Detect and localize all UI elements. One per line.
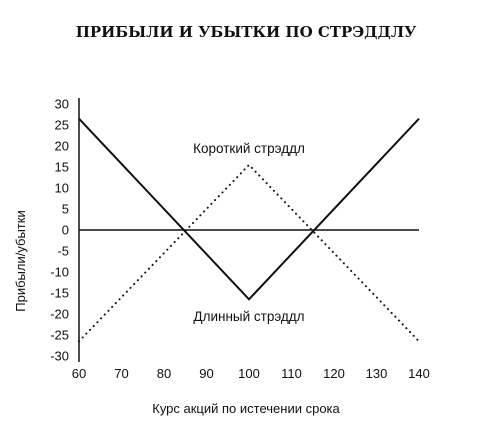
x-tick-label: 100 xyxy=(238,366,260,381)
y-tick-label: 20 xyxy=(55,139,69,154)
y-tick-label: 0 xyxy=(62,223,69,238)
series-labels: Короткий стрэддл Длинный стрэддл xyxy=(193,141,305,324)
short-straddle-line xyxy=(78,163,420,343)
y-tick-label: 5 xyxy=(62,202,69,217)
y-tick-label: 30 xyxy=(55,97,69,112)
series-layer xyxy=(78,118,420,343)
x-tick-label: 70 xyxy=(114,366,128,381)
y-tick-label: -15 xyxy=(50,286,69,301)
x-tick-label: 140 xyxy=(408,366,430,381)
y-tick-label: -30 xyxy=(50,349,69,364)
y-tick-label: -25 xyxy=(50,328,69,343)
x-tick-label: 90 xyxy=(199,366,213,381)
y-tick-label: -5 xyxy=(57,244,69,259)
x-tick-label: 110 xyxy=(281,366,302,381)
long-straddle-line xyxy=(78,118,420,301)
y-tick-label: -20 xyxy=(50,307,69,322)
y-tick-labels: 30 25 20 15 10 5 0 -5 -10 -15 -20 -25 -30 xyxy=(50,97,69,364)
y-tick-label: 25 xyxy=(55,118,69,133)
short-straddle-label: Короткий стрэддл xyxy=(193,141,305,156)
x-tick-labels: 60 70 80 90 100 110 120 130 140 xyxy=(72,366,430,381)
long-straddle-label: Длинный стрэддл xyxy=(193,309,304,324)
y-tick-label: 15 xyxy=(55,160,69,175)
x-axis-label: Курс акций по истечении срока xyxy=(152,401,340,416)
x-tick-label: 60 xyxy=(72,366,86,381)
x-tick-label: 130 xyxy=(366,366,388,381)
x-tick-label: 120 xyxy=(323,366,345,381)
x-tick-label: 80 xyxy=(157,366,171,381)
y-tick-label: -10 xyxy=(50,265,69,280)
chart-title: ПРИБЫЛИ И УБЫТКИ ПО СТРЭДДЛУ xyxy=(76,23,417,41)
y-tick-label: 10 xyxy=(55,181,69,196)
y-axis-label: Прибыли/убытки xyxy=(13,210,28,311)
